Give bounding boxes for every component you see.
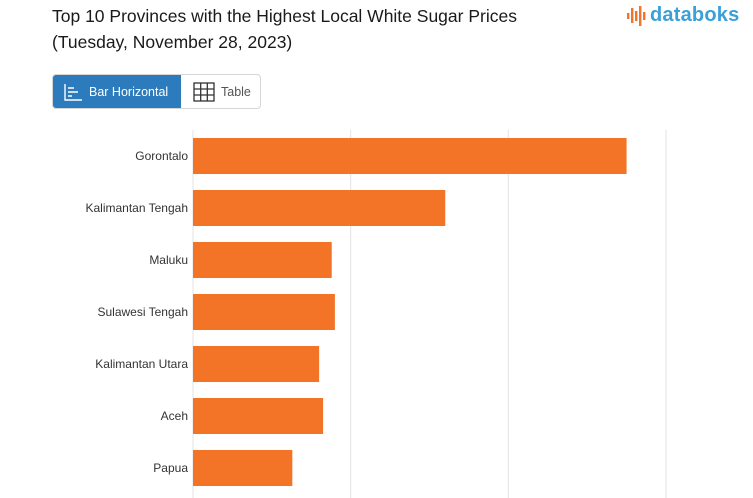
category-label: Gorontalo — [135, 149, 188, 163]
title-line-2: (Tuesday, November 28, 2023) — [52, 32, 293, 52]
view-toggle: Bar Horizontal Table — [52, 74, 261, 109]
bar-horizontal-label: Bar Horizontal — [89, 84, 169, 99]
table-icon — [193, 81, 215, 102]
databoks-logo-icon — [627, 5, 646, 26]
category-label: Kalimantan Utara — [95, 357, 188, 371]
category-label: Papua — [153, 461, 188, 475]
category-label: Sulawesi Tengah — [97, 305, 188, 319]
brand-name: databoks — [650, 4, 740, 26]
bar-chart-icon — [64, 83, 82, 101]
chart-title: Top 10 Provinces with the Highest Local … — [52, 3, 517, 55]
title-line-1: Top 10 Provinces with the Highest Local … — [52, 6, 517, 26]
bar-aceh[interactable] — [193, 398, 324, 434]
category-label: Aceh — [161, 409, 188, 423]
bar-gorontalo[interactable] — [193, 138, 627, 174]
bar-sulawesi-tengah[interactable] — [193, 294, 335, 330]
bar-kalimantan-utara[interactable] — [193, 346, 320, 382]
category-label: Kalimantan Tengah — [85, 201, 188, 215]
bar-papua[interactable] — [193, 450, 293, 486]
bar-horizontal-button[interactable]: Bar Horizontal — [53, 75, 181, 108]
table-button[interactable]: Table — [181, 75, 251, 108]
category-label: Maluku — [149, 253, 188, 267]
bar-maluku[interactable] — [193, 242, 332, 278]
bar-kalimantan-tengah[interactable] — [193, 190, 446, 226]
brand-logo[interactable]: databoks — [626, 4, 739, 27]
table-label: Table — [221, 84, 251, 99]
